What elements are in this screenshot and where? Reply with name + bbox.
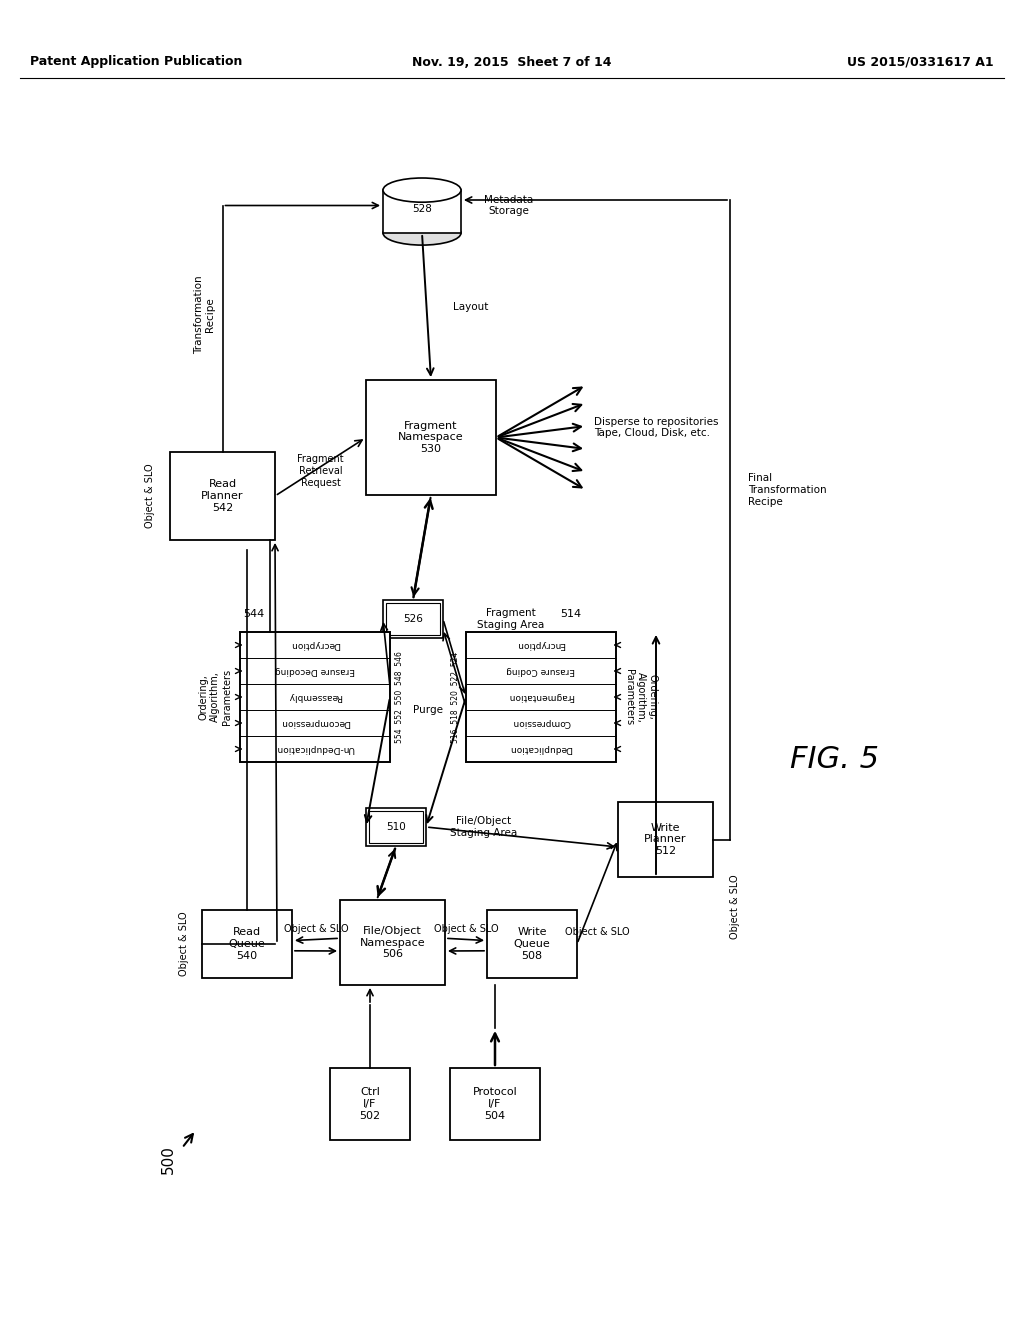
Text: Un-Deduplication: Un-Deduplication [275, 744, 354, 754]
Text: Object & SLO: Object & SLO [179, 912, 189, 977]
Text: Layout: Layout [453, 301, 488, 312]
Bar [466, 632, 616, 762]
Text: Write
Queue
508: Write Queue 508 [514, 928, 550, 961]
Text: Encryption: Encryption [517, 640, 565, 649]
Text: Transformation
Recipe: Transformation Recipe [194, 276, 215, 354]
Text: 514: 514 [560, 609, 582, 619]
Text: Ordering,
Algorithm,
Parameters: Ordering, Algorithm, Parameters [199, 669, 231, 725]
Text: File/Object
Staging Area: File/Object Staging Area [451, 816, 517, 838]
Text: Read
Planner
542: Read Planner 542 [202, 479, 244, 512]
Text: Object & SLO: Object & SLO [565, 927, 630, 937]
Text: Reassembly: Reassembly [288, 693, 342, 701]
Bar [618, 803, 713, 876]
Bar [369, 810, 423, 843]
Text: Decompression: Decompression [281, 718, 350, 727]
Text: 526: 526 [403, 614, 423, 624]
Text: 544: 544 [244, 609, 264, 619]
Text: Erasure Coding: Erasure Coding [507, 667, 575, 676]
Text: Compression: Compression [512, 718, 570, 727]
Text: Nov. 19, 2015  Sheet 7 of 14: Nov. 19, 2015 Sheet 7 of 14 [413, 55, 611, 69]
Text: 510: 510 [386, 822, 406, 832]
Ellipse shape [383, 220, 461, 246]
Text: FIG. 5: FIG. 5 [791, 746, 880, 775]
Text: Fragmentation: Fragmentation [508, 693, 574, 701]
Bar [340, 900, 445, 985]
Text: Protocol
I/F
504: Protocol I/F 504 [473, 1088, 517, 1121]
Bar [366, 380, 496, 495]
Bar [202, 909, 292, 978]
Bar [386, 603, 440, 635]
Bar [450, 1068, 540, 1140]
Text: Object & SLO: Object & SLO [145, 463, 155, 528]
Text: Deduplication: Deduplication [510, 744, 572, 754]
Text: Purge: Purge [413, 705, 443, 715]
Text: Write
Planner
512: Write Planner 512 [644, 822, 687, 857]
Text: 528: 528 [412, 205, 432, 214]
Bar [366, 808, 426, 846]
Bar [170, 451, 275, 540]
Text: Decryption: Decryption [290, 640, 340, 649]
Text: Read
Queue
540: Read Queue 540 [228, 928, 265, 961]
Text: Ctrl
I/F
502: Ctrl I/F 502 [359, 1088, 381, 1121]
Text: Object & SLO: Object & SLO [434, 924, 499, 933]
Text: Metadata
Storage: Metadata Storage [484, 195, 534, 216]
Bar [383, 601, 443, 638]
Bar [240, 632, 390, 762]
Text: Object & SLO: Object & SLO [730, 875, 740, 940]
Text: 554  552  550  548  546: 554 552 550 548 546 [395, 651, 404, 743]
Text: US 2015/0331617 A1: US 2015/0331617 A1 [848, 55, 994, 69]
Text: Fragment
Retrieval
Request: Fragment Retrieval Request [297, 454, 344, 487]
Text: Fragment
Namespace
530: Fragment Namespace 530 [398, 421, 464, 454]
Bar [330, 1068, 410, 1140]
Text: 516  518  520  522  524: 516 518 520 522 524 [452, 651, 461, 743]
Text: Disperse to repositories
Tape, Cloud, Disk, etc.: Disperse to repositories Tape, Cloud, Di… [594, 417, 719, 438]
Text: Final
Transformation
Recipe: Final Transformation Recipe [748, 474, 826, 507]
Text: Erasure Decoding: Erasure Decoding [274, 667, 355, 676]
Text: Ordering,
Algorithm,
Parameters: Ordering, Algorithm, Parameters [625, 669, 657, 725]
Bar [383, 190, 461, 234]
Text: Patent Application Publication: Patent Application Publication [30, 55, 243, 69]
Text: 500: 500 [161, 1146, 175, 1175]
Bar [487, 909, 577, 978]
Text: Object & SLO: Object & SLO [284, 924, 348, 933]
Text: File/Object
Namespace
506: File/Object Namespace 506 [359, 925, 425, 960]
Ellipse shape [383, 178, 461, 202]
Text: Fragment
Staging Area: Fragment Staging Area [477, 609, 545, 630]
